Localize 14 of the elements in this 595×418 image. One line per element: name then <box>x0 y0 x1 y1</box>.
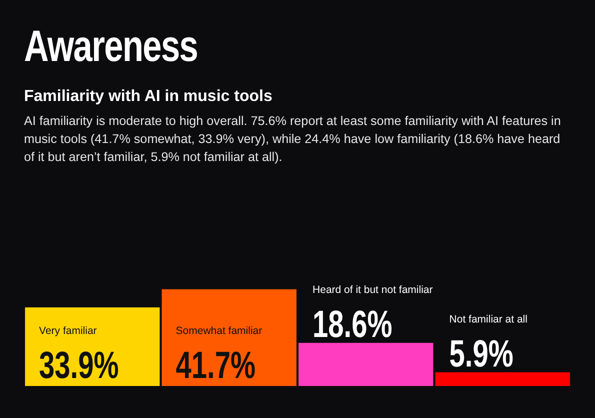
chart-subtitle: Familiarity with AI in music tools <box>24 88 272 106</box>
x-tick-label: Somewhat familiar <box>176 325 263 337</box>
chart-title: Awareness <box>24 22 198 72</box>
bar <box>162 289 296 386</box>
data-label: 18.6% <box>312 304 392 346</box>
bar <box>435 372 570 386</box>
data-label: 41.7% <box>176 345 256 388</box>
x-tick-label: Not familiar at all <box>449 313 528 326</box>
x-tick-label: Very familiar <box>39 325 98 337</box>
text: AI familiarity is moderate to high overall. 75.6% report at least some familiarity with AI features in music tools (41.7% somewhat, 33.9% very), while 24.4% have low familiarity (18.6% have heard of it but aren’t familiar, 5.9% not familiar at all). <box>24 113 562 166</box>
data-label: 33.9% <box>39 345 119 388</box>
data-label: 5.9% <box>449 333 514 376</box>
bar <box>298 342 434 386</box>
x-tick-label: Heard of it but not familiar <box>312 284 434 296</box>
